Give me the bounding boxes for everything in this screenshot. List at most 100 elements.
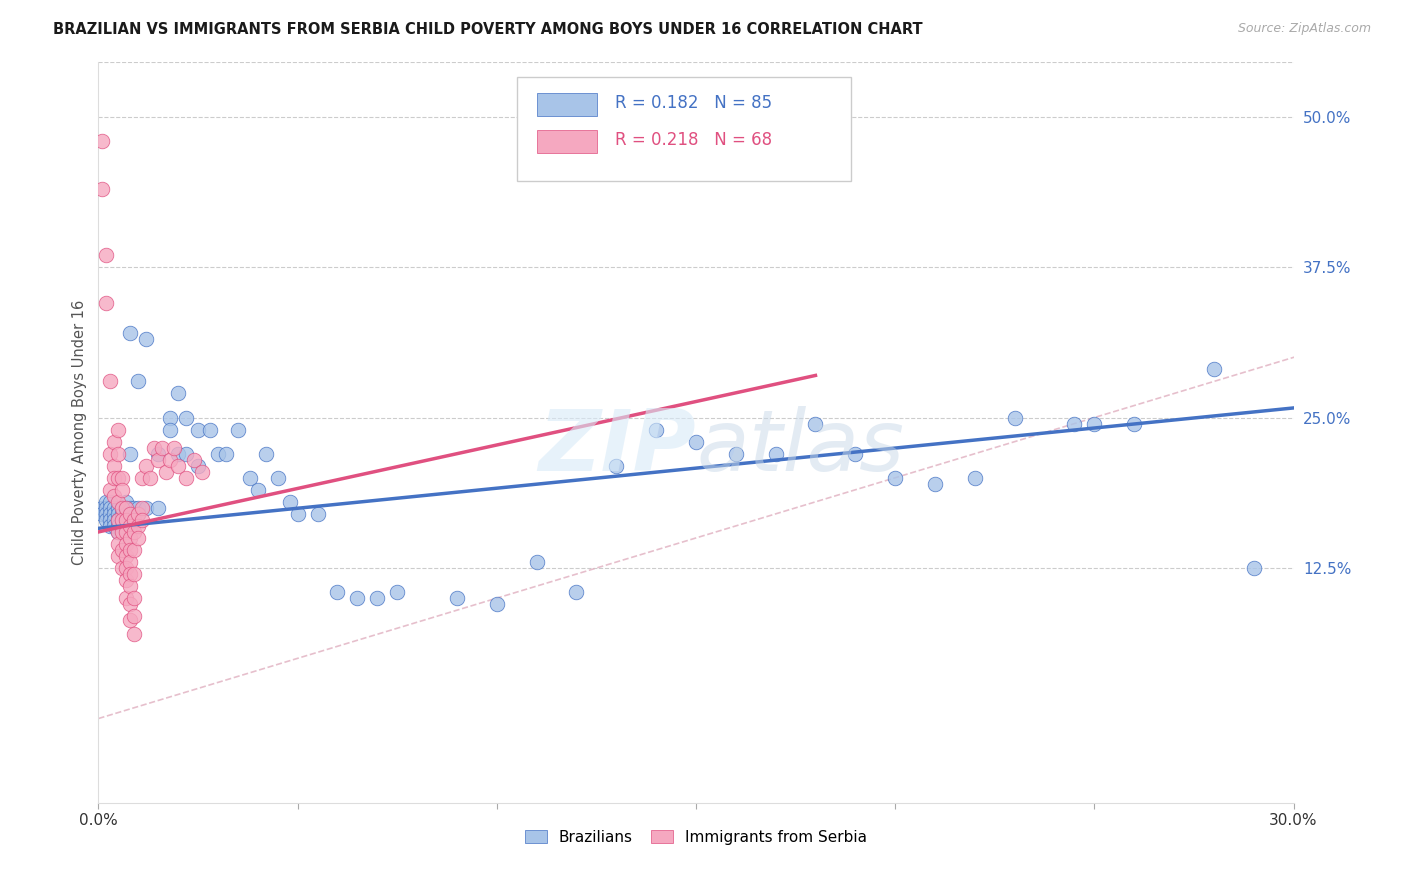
Point (91, 134, 114, 148)
Point (198, 423, 221, 437)
Point (115, 591, 138, 606)
Point (107, 513, 129, 527)
Point (103, 458, 125, 473)
Point (107, 471, 129, 485)
Point (96, 513, 118, 527)
Point (91, 507, 114, 521)
Point (111, 483, 134, 497)
Point (111, 471, 134, 485)
Point (103, 519, 125, 533)
Point (267, 471, 290, 485)
Point (91, 182, 114, 196)
Point (155, 465, 177, 479)
Point (115, 524, 138, 539)
Point (107, 513, 129, 527)
Point (159, 410, 181, 425)
Point (159, 452, 181, 467)
Point (103, 507, 125, 521)
Point (115, 549, 138, 563)
Point (96, 248, 118, 262)
Point (605, 458, 627, 473)
Point (124, 591, 146, 606)
Point (645, 423, 668, 437)
FancyBboxPatch shape (537, 129, 596, 153)
Point (120, 500, 142, 515)
Point (143, 441, 166, 455)
Point (98, 375, 122, 389)
Point (174, 471, 197, 485)
Point (1004, 410, 1026, 425)
Point (107, 495, 129, 509)
Point (287, 507, 309, 521)
Point (115, 573, 138, 587)
Point (98, 519, 122, 533)
Y-axis label: Child Poverty Among Boys Under 16: Child Poverty Among Boys Under 16 (72, 300, 87, 566)
Point (115, 507, 138, 521)
Point (1083, 417, 1105, 431)
Point (307, 507, 329, 521)
Point (124, 507, 146, 521)
Point (131, 500, 153, 515)
Point (135, 332, 157, 346)
Point (111, 500, 134, 515)
Point (127, 531, 149, 545)
Point (107, 447, 129, 461)
Point (107, 519, 129, 533)
Point (124, 513, 146, 527)
Point (115, 495, 138, 509)
Point (167, 458, 190, 473)
Point (98, 513, 122, 527)
Point (120, 579, 142, 593)
Point (366, 591, 388, 606)
Point (159, 423, 181, 437)
Point (107, 500, 129, 515)
Point (107, 524, 129, 539)
Point (1243, 561, 1265, 575)
Point (120, 567, 142, 582)
Point (120, 447, 142, 461)
Point (150, 441, 173, 455)
Text: R = 0.218   N = 68: R = 0.218 N = 68 (614, 131, 772, 149)
Legend: Brazilians, Immigrants from Serbia: Brazilians, Immigrants from Serbia (519, 823, 873, 851)
Point (215, 447, 238, 461)
Point (91, 500, 114, 515)
Point (124, 609, 146, 624)
Point (111, 519, 134, 533)
Point (963, 471, 986, 485)
Point (191, 465, 214, 479)
Point (103, 513, 125, 527)
Point (96, 495, 118, 509)
Point (565, 585, 588, 599)
Point (120, 597, 142, 611)
Point (724, 447, 747, 461)
Point (115, 513, 138, 527)
Point (120, 507, 142, 521)
Point (103, 434, 125, 449)
Point (844, 447, 866, 461)
Point (1123, 417, 1146, 431)
Point (115, 513, 138, 527)
Point (174, 447, 197, 461)
Point (326, 585, 349, 599)
Point (120, 507, 142, 521)
Point (174, 410, 197, 425)
Point (685, 434, 707, 449)
Point (135, 458, 157, 473)
Point (120, 531, 142, 545)
Point (103, 471, 125, 485)
Point (107, 507, 129, 521)
Point (446, 591, 468, 606)
Point (120, 519, 142, 533)
Point (98, 495, 122, 509)
Point (187, 458, 209, 473)
Point (124, 543, 146, 558)
Point (127, 519, 149, 533)
Point (115, 561, 138, 575)
FancyBboxPatch shape (517, 78, 852, 181)
Point (98, 500, 122, 515)
Point (96, 500, 118, 515)
Point (107, 549, 129, 563)
Point (485, 597, 508, 611)
Text: BRAZILIAN VS IMMIGRANTS FROM SERBIA CHILD POVERTY AMONG BOYS UNDER 16 CORRELATIO: BRAZILIAN VS IMMIGRANTS FROM SERBIA CHIL… (53, 22, 924, 37)
Text: Source: ZipAtlas.com: Source: ZipAtlas.com (1237, 22, 1371, 36)
